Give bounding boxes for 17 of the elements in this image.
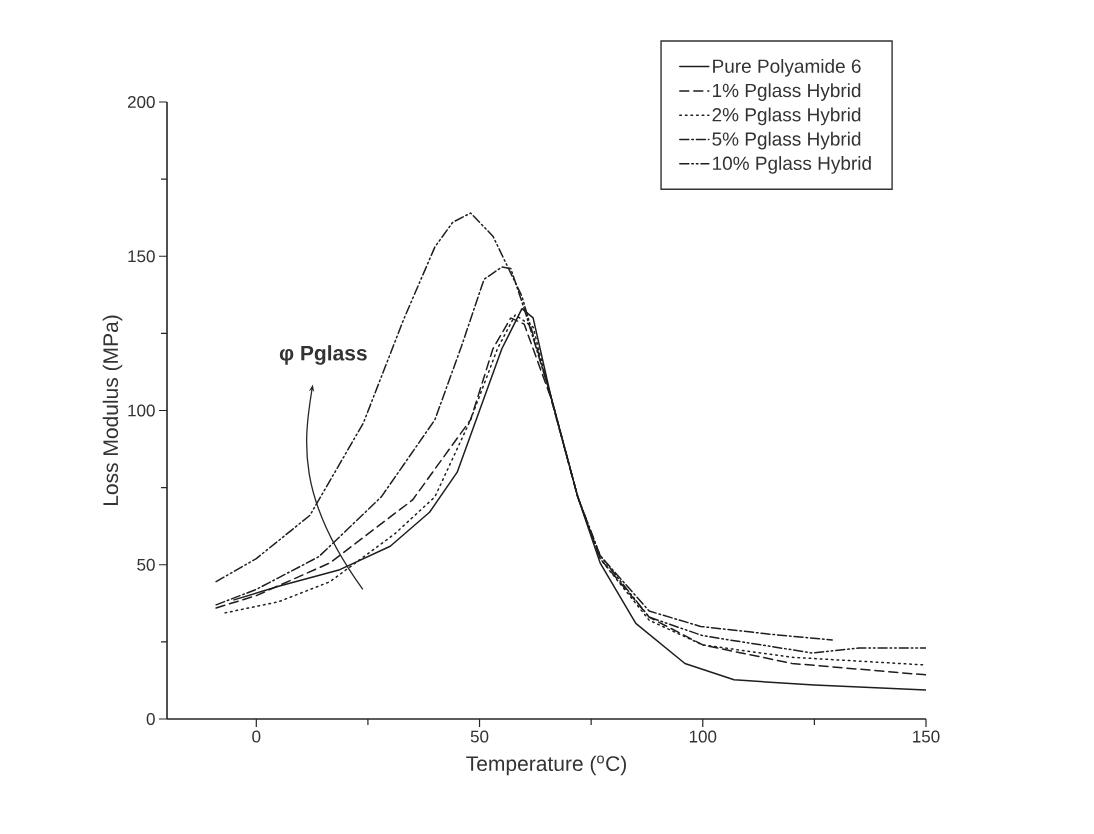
y-axis-title: Loss Modulus (MPa) <box>102 315 123 506</box>
x-axis-title: Temperature ($^{o}$C) <box>466 755 626 776</box>
annotation: φ Pglass <box>279 345 367 365</box>
legend-label: 1% Pglass Hybrid <box>713 83 861 101</box>
y-tick-label: 50 <box>137 558 155 571</box>
y-tick-label: 200 <box>127 95 155 109</box>
x-tick-label: 50 <box>470 730 489 743</box>
y-tick-label: 100 <box>128 404 155 417</box>
legend-label: 5% Pglass Hybrid <box>712 131 861 150</box>
x-tick-label: 0 <box>252 730 261 743</box>
y-tick-label: 150 <box>128 250 155 263</box>
x-tick-label: 150 <box>913 730 940 743</box>
x-tick-label: 100 <box>689 730 717 743</box>
legend-label: Pure Polyamide 6 <box>713 58 861 77</box>
y-tick-label: 0 <box>146 712 155 726</box>
legend-label: 2% Pglass Hybrid <box>712 107 861 126</box>
legend-label: 10% Pglass Hybrid <box>713 156 871 174</box>
